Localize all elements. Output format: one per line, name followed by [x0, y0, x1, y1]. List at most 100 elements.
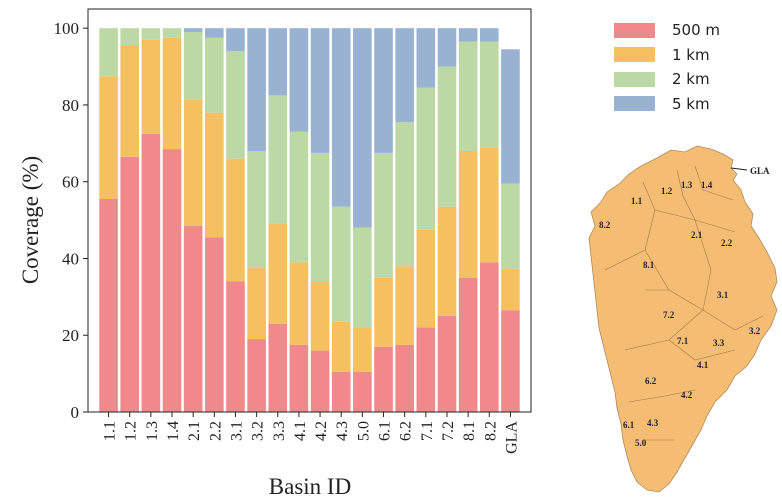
- bar-4.3-500m: [331, 371, 351, 412]
- legend-item: 2 km: [614, 67, 720, 92]
- bar-6.1-500m: [374, 346, 393, 412]
- x-tick-label: 6.2: [398, 421, 415, 441]
- bar-4.1-5km: [289, 28, 309, 132]
- x-tick-label: 2.1: [186, 421, 203, 441]
- legend-label: 5 km: [672, 94, 710, 113]
- bar-2.1-500m: [183, 225, 203, 412]
- bar-4.3-5km: [331, 28, 351, 207]
- basin-label-6.2: 6.2: [645, 376, 657, 386]
- bar-GLA-500m: [501, 310, 520, 412]
- stacked-bar-chart: 0 20 40 60 80 100 1.1 1.2 1.3 1.4 2.1 2.2 3.1 3.2 3.3…: [18, 8, 532, 499]
- y-tick-label: 60: [62, 173, 79, 192]
- bar-3.2-500m: [247, 339, 266, 412]
- y-tick-label: 40: [62, 249, 79, 268]
- legend-item: 1 km: [614, 43, 720, 68]
- basin-label-2.1: 2.1: [691, 230, 703, 240]
- basin-label-8.1: 8.1: [643, 260, 655, 270]
- bar-4.1-500m: [289, 344, 309, 412]
- x-tick-label: 7.2: [440, 421, 457, 441]
- basin-label-1.4: 1.4: [701, 180, 713, 190]
- x-tick-label: 5.0: [355, 421, 372, 441]
- basin-label-4.2: 4.2: [681, 390, 693, 400]
- bar-3.1-5km: [226, 28, 245, 52]
- basin-labels: GLA 1.1 1.2 1.3 1.4 8.2 2.1 2.2 8.1 3.1 7.2 3.2 7.1 3…: [599, 166, 770, 448]
- y-tick-label: 80: [62, 96, 79, 115]
- bar-GLA-5km: [501, 49, 520, 184]
- y-tick-label: 20: [62, 326, 79, 345]
- bar-8.2-500m: [479, 262, 499, 412]
- basin-boundaries: [604, 165, 764, 441]
- y-axis-label: Coverage (%): [18, 156, 43, 284]
- bar-1.4-500m: [162, 149, 182, 412]
- bar-6.1-2km: [374, 152, 393, 278]
- x-tick-label: 1.3: [144, 421, 161, 441]
- bar-1.4-2km: [162, 28, 182, 38]
- y-tick-label: 100: [54, 19, 80, 38]
- bar-4.1-1km: [289, 262, 309, 345]
- legend-swatch: [614, 71, 655, 87]
- x-tick-label: 8.2: [482, 421, 499, 441]
- greenland-basin-map: GLA 1.1 1.2 1.3 1.4 8.2 2.1 2.2 8.1 3.1 7.2 3.2 7.1 3…: [588, 145, 778, 493]
- basin-label-4.3: 4.3: [647, 418, 659, 428]
- bar-6.2-500m: [395, 344, 414, 412]
- bar-8.1-5km: [458, 28, 478, 42]
- legend-swatch: [614, 47, 655, 63]
- x-tick-label: 1.1: [102, 421, 119, 441]
- bar-2.2-5km: [205, 28, 224, 38]
- legend-swatch: [614, 96, 655, 112]
- bar-3.3-500m: [268, 323, 288, 412]
- bar-6.1-1km: [374, 277, 393, 347]
- bar-1.1-500m: [99, 198, 118, 412]
- bar-7.1-1km: [416, 229, 436, 328]
- bar-6.1-5km: [374, 28, 393, 153]
- basin-label-6.1: 6.1: [623, 420, 635, 430]
- bar-1.3-2km: [141, 28, 161, 40]
- x-tick-label: 4.2: [313, 421, 330, 441]
- bar-5.0-500m: [353, 371, 372, 412]
- bar-7.2-1km: [437, 206, 457, 317]
- bar-2.2-500m: [205, 237, 224, 412]
- bar-2.1-2km: [183, 32, 203, 100]
- legend-swatch: [614, 22, 655, 38]
- bar-4.2-2km: [310, 152, 330, 282]
- x-axis: 1.1 1.2 1.3 1.4 2.1 2.2 3.1 3.2 3.3 4.1 4.2 4.3 5.0 6…: [102, 412, 520, 454]
- x-tick-label: 2.2: [207, 421, 224, 441]
- bar-4.3-2km: [331, 206, 351, 322]
- bar-4.1-2km: [289, 131, 309, 263]
- basin-label-8.2: 8.2: [599, 220, 611, 230]
- bar-6.2-2km: [395, 122, 414, 267]
- bar-3.3-1km: [268, 223, 288, 324]
- bar-5.0-2km: [353, 227, 372, 328]
- basin-label-5.0: 5.0: [635, 438, 647, 448]
- bar-1.2-1km: [120, 45, 140, 157]
- bar-2.1-5km: [183, 28, 203, 33]
- basin-label-GLA: GLA: [750, 166, 770, 176]
- bar-8.2-2km: [479, 41, 499, 148]
- basin-label-1.2: 1.2: [661, 186, 673, 196]
- bar-1.4-1km: [162, 37, 182, 150]
- bar-5.0-1km: [353, 327, 372, 372]
- y-tick-label: 0: [71, 403, 80, 422]
- basin-label-7.1: 7.1: [677, 336, 689, 346]
- x-tick-label: 1.4: [165, 421, 182, 441]
- bar-1.2-2km: [120, 28, 140, 46]
- bar-4.2-5km: [310, 28, 330, 153]
- bar-7.2-2km: [437, 66, 457, 207]
- basin-label-7.2: 7.2: [663, 310, 675, 320]
- bar-2.2-1km: [205, 112, 224, 238]
- x-tick-label: 8.1: [461, 421, 478, 441]
- bar-1.2-500m: [120, 156, 140, 412]
- bar-4.2-500m: [310, 350, 330, 412]
- bar-3.2-5km: [247, 28, 266, 152]
- bar-8.1-2km: [458, 41, 478, 152]
- y-axis: 0 20 40 60 80 100: [54, 19, 88, 422]
- legend-item: 500 m: [614, 18, 720, 43]
- x-tick-label: 3.3: [271, 421, 288, 441]
- greenland-outline: [588, 145, 778, 493]
- bar-GLA-1km: [501, 269, 520, 311]
- bar-7.1-2km: [416, 87, 436, 230]
- bar-1.3-1km: [141, 39, 161, 134]
- bar-3.3-2km: [268, 95, 288, 224]
- x-tick-label: GLA: [503, 421, 520, 454]
- bar-8.1-500m: [458, 277, 478, 412]
